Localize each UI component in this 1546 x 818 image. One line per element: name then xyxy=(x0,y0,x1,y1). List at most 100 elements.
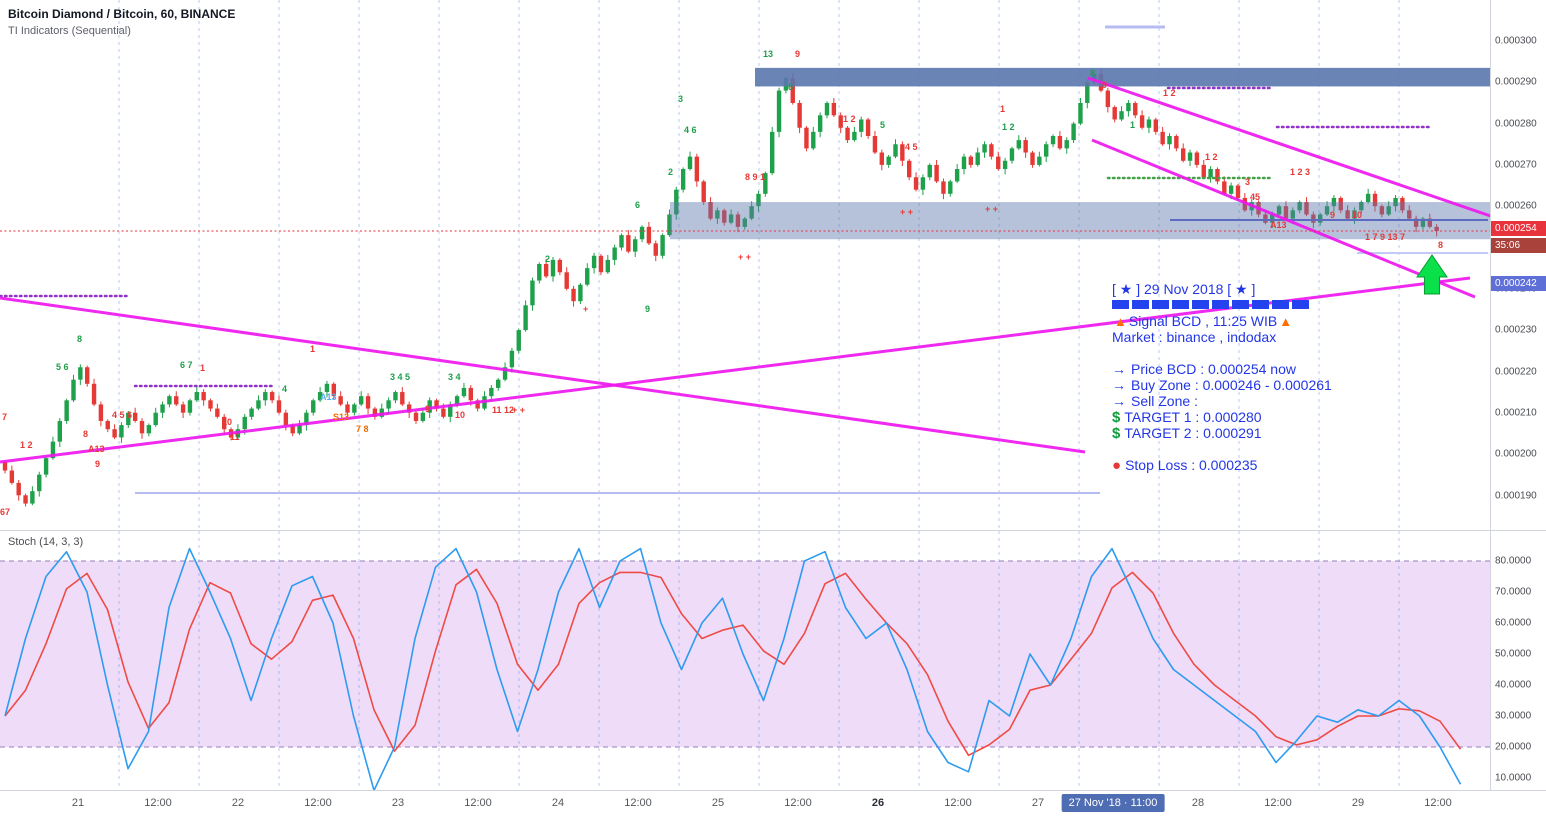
stoch-pane[interactable]: Stoch (14, 3, 3) xyxy=(0,530,1490,791)
symbol-title[interactable]: Bitcoin Diamond / Bitcoin, 60, BINANCE xyxy=(8,7,236,21)
svg-text:9: 9 xyxy=(645,304,650,314)
stoch-indicator-label[interactable]: Stoch (14, 3, 3) xyxy=(8,536,84,548)
svg-text:1 7 9 13 7: 1 7 9 13 7 xyxy=(1365,232,1405,242)
fire-icon: ▲ xyxy=(1114,314,1127,329)
indicator-title[interactable]: TI Indicators (Sequential) xyxy=(8,25,131,37)
signal-date-header: [ ★ ] 29 Nov 2018 [ ★ ] xyxy=(1112,281,1256,297)
signal-squares-row xyxy=(1112,300,1332,309)
stoch-axis-label: 80.0000 xyxy=(1495,555,1532,567)
target1-line: $ TARGET 1 : 0.000280 xyxy=(1112,409,1332,426)
dollar-icon: $ xyxy=(1112,425,1121,442)
arrow-right-icon: → xyxy=(1112,393,1126,409)
stoch-axis-label: 30.0000 xyxy=(1495,710,1532,722)
blue-square-icon xyxy=(1172,300,1189,309)
time-axis-label: 28 xyxy=(1191,797,1205,809)
buy-zone-text: Buy Zone : 0.000246 - 0.000261 xyxy=(1131,377,1332,393)
price-axis-label: 0.000260 xyxy=(1495,200,1537,212)
stoch-value-axis[interactable]: 80.0000 70.0000 60.0000 50.0000 40.0000 30.00… xyxy=(1490,530,1546,790)
svg-text:1: 1 xyxy=(200,363,205,373)
time-axis-label: 12:00 xyxy=(1424,797,1452,809)
svg-text:5 6: 5 6 xyxy=(56,362,69,372)
svg-text:6: 6 xyxy=(788,82,793,92)
stoch-axis-label: 40.0000 xyxy=(1495,679,1532,691)
svg-text:9: 9 xyxy=(95,459,100,469)
blue-square-icon xyxy=(1232,300,1249,309)
svg-text:9: 9 xyxy=(1330,210,1335,220)
svg-text:A13: A13 xyxy=(1270,220,1287,230)
fire-icon: ▲ xyxy=(1279,314,1293,329)
sell-zone-text: Sell Zone : xyxy=(1131,393,1198,409)
price-bcd-line: → Price BCD : 0.000254 now xyxy=(1112,361,1332,377)
signal-annotation-panel: [ ★ ] 29 Nov 2018 [ ★ ] ▲ Signal BCD , 11… xyxy=(1112,281,1332,474)
signal-text: Signal BCD , 11:25 WIB xyxy=(1128,313,1278,329)
svg-text:1 2: 1 2 xyxy=(843,114,856,124)
stoch-axis-label: 60.0000 xyxy=(1495,617,1532,629)
price-axis[interactable]: 0.000300 0.000290 0.000280 0.000270 0.000260… xyxy=(1490,0,1546,530)
arrow-right-icon: → xyxy=(1112,361,1126,377)
svg-text:2: 2 xyxy=(545,254,550,264)
svg-text:67: 67 xyxy=(0,507,10,517)
svg-text:3: 3 xyxy=(678,94,683,104)
svg-text:3 4: 3 4 xyxy=(448,372,461,382)
svg-text:4 6: 4 6 xyxy=(684,125,697,135)
svg-text:8 9 1: 8 9 1 xyxy=(745,172,765,182)
price-bcd-text: Price BCD : 0.000254 now xyxy=(1131,361,1296,377)
svg-text:9: 9 xyxy=(795,49,800,59)
buy-zone-line: → Buy Zone : 0.000246 - 0.000261 xyxy=(1112,377,1332,393)
svg-text:1: 1 xyxy=(310,344,315,354)
svg-text:1 2: 1 2 xyxy=(1205,152,1218,162)
svg-text:A13: A13 xyxy=(88,444,105,454)
arrow-right-icon: → xyxy=(1112,377,1126,393)
svg-text:8: 8 xyxy=(1438,240,1443,250)
svg-text:+ +: + + xyxy=(900,207,913,217)
time-axis-label: 12:00 xyxy=(304,797,332,809)
bar-countdown-badge: 35:06 xyxy=(1491,238,1546,253)
stoch-chart-canvas[interactable] xyxy=(0,531,1490,791)
time-axis-label: 21 xyxy=(71,797,85,809)
svg-text:11 12: 11 12 xyxy=(492,405,514,415)
time-axis[interactable]: 21 12:00 22 12:00 23 12:00 24 12:00 25 12:00 26 12:… xyxy=(0,790,1546,818)
svg-text:13: 13 xyxy=(763,49,773,59)
blue-square-icon xyxy=(1212,300,1229,309)
svg-text:+ +: + + xyxy=(985,204,998,214)
target2-line: $ TARGET 2 : 0.000291 xyxy=(1112,425,1332,442)
svg-text:1: 1 xyxy=(1000,104,1005,114)
svg-text:3: 3 xyxy=(1245,177,1250,187)
svg-text:10: 10 xyxy=(1352,210,1362,220)
svg-text:5: 5 xyxy=(880,120,885,130)
time-axis-label: 29 xyxy=(1351,797,1365,809)
svg-text:S13: S13 xyxy=(333,412,349,422)
svg-text:9: 9 xyxy=(1102,80,1107,90)
svg-text:2: 2 xyxy=(668,167,673,177)
blue-square-icon xyxy=(1252,300,1269,309)
time-axis-label: 12:00 xyxy=(784,797,812,809)
blue-square-icon xyxy=(1292,300,1309,309)
time-axis-label: 25 xyxy=(711,797,725,809)
time-axis-label: 22 xyxy=(231,797,245,809)
time-axis-label: 23 xyxy=(391,797,405,809)
blue-square-icon xyxy=(1192,300,1209,309)
current-price-badge: 0.000254 xyxy=(1491,221,1546,236)
signal-line: ▲ Signal BCD , 11:25 WIB ▲ xyxy=(1112,313,1332,329)
stoch-axis-label: 20.0000 xyxy=(1495,741,1532,753)
stoch-axis-label: 50.0000 xyxy=(1495,648,1532,660)
svg-text:6: 6 xyxy=(635,200,640,210)
blue-square-icon xyxy=(1112,300,1129,309)
time-axis-label: 27 xyxy=(1031,797,1045,809)
time-axis-label: 26 xyxy=(871,797,885,809)
price-axis-label: 0.000300 xyxy=(1495,35,1537,47)
svg-text:3 4 5: 3 4 5 xyxy=(390,372,410,382)
svg-text:1: 1 xyxy=(1130,120,1135,130)
blue-square-icon xyxy=(1152,300,1169,309)
svg-text:1 2: 1 2 xyxy=(1163,88,1176,98)
time-axis-label: 12:00 xyxy=(624,797,652,809)
price-axis-label: 0.000230 xyxy=(1495,324,1537,336)
time-axis-label: 12:00 xyxy=(464,797,492,809)
svg-text:4 5 6: 4 5 6 xyxy=(112,410,132,420)
market-line: Market : binance , indodax xyxy=(1112,329,1277,345)
blue-square-icon xyxy=(1132,300,1149,309)
svg-text:9: 9 xyxy=(425,404,430,414)
blue-square-icon xyxy=(1272,300,1289,309)
